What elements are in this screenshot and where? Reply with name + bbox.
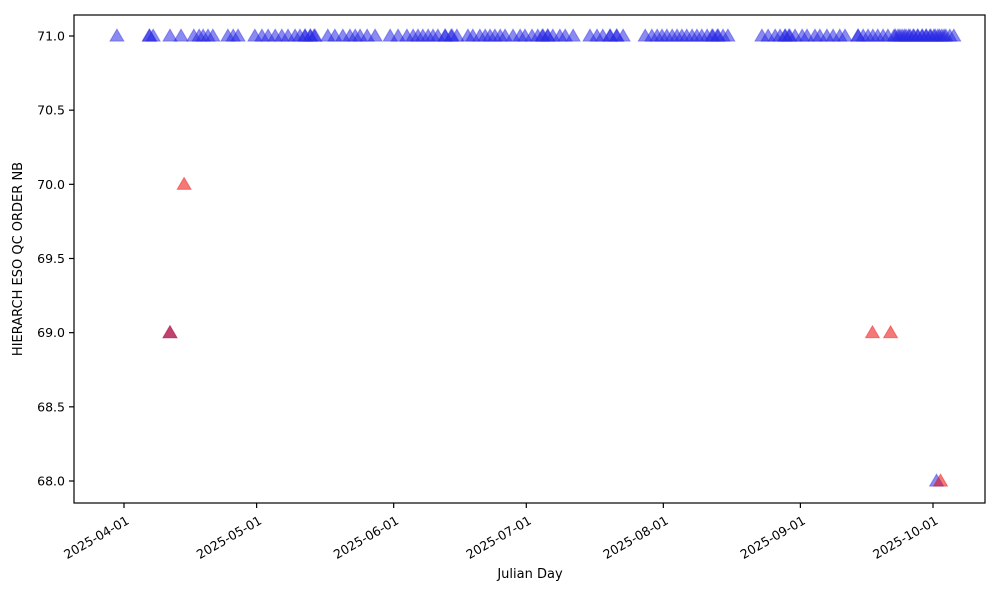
x-tick-label: 2025-07-01 (463, 513, 533, 562)
scatter-marker-qc-order-nb-blue (615, 28, 631, 42)
scatter-marker-qc-order-nb-blue (145, 28, 162, 42)
y-tick-label: 69.5 (37, 251, 65, 266)
scatter-marker-qc-order-nb-blue (307, 28, 323, 42)
x-tick-label: 2025-05-01 (194, 513, 264, 562)
scatter-marker-qc-order-nb-red (932, 473, 949, 487)
scatter-marker-qc-order-nb-blue (945, 28, 962, 42)
x-tick-label: 2025-09-01 (737, 513, 807, 562)
y-tick-label: 68.0 (37, 473, 65, 488)
scatter-marker-qc-order-nb-blue (720, 28, 736, 42)
scatter-marker-qc-order-nb-blue (173, 28, 189, 42)
scatter-marker-qc-order-nb-blue (565, 28, 582, 42)
scatter-marker-qc-order-nb-red (162, 324, 178, 339)
plot-area (73, 14, 986, 504)
scatter-marker-qc-order-nb-blue (162, 28, 178, 42)
y-tick-label: 68.5 (37, 399, 65, 414)
data-points (109, 28, 962, 487)
y-axis-label: HIERARCH ESO QC ORDER NB (11, 162, 26, 356)
x-tick-label: 2025-08-01 (600, 513, 670, 562)
x-axis-label: Julian Day (496, 567, 563, 582)
y-tick-label: 70.0 (37, 177, 65, 192)
scatter-marker-qc-order-nb-blue (449, 28, 465, 42)
scatter-marker-qc-order-nb-red (864, 324, 881, 339)
scatter-marker-qc-order-nb-blue (390, 28, 406, 42)
x-tick-label: 2025-06-01 (331, 513, 401, 562)
scatter-marker-qc-order-nb-blue (837, 28, 853, 42)
y-tick-label: 70.5 (37, 103, 65, 118)
x-tick-label: 2025-10-01 (870, 513, 940, 562)
scatter-marker-qc-order-nb-red (176, 176, 192, 190)
scatter-marker-qc-order-nb-blue (109, 28, 125, 42)
x-tick-label: 2025-04-01 (61, 513, 131, 562)
scatter-marker-qc-order-nb-blue (230, 28, 246, 42)
scatter-marker-qc-order-nb-blue (204, 28, 221, 42)
scatter-marker-qc-order-nb-red (882, 324, 899, 339)
y-tick-label: 69.0 (37, 325, 65, 340)
scatter-marker-qc-order-nb-blue (367, 28, 383, 42)
y-tick-label: 71.0 (37, 29, 65, 44)
